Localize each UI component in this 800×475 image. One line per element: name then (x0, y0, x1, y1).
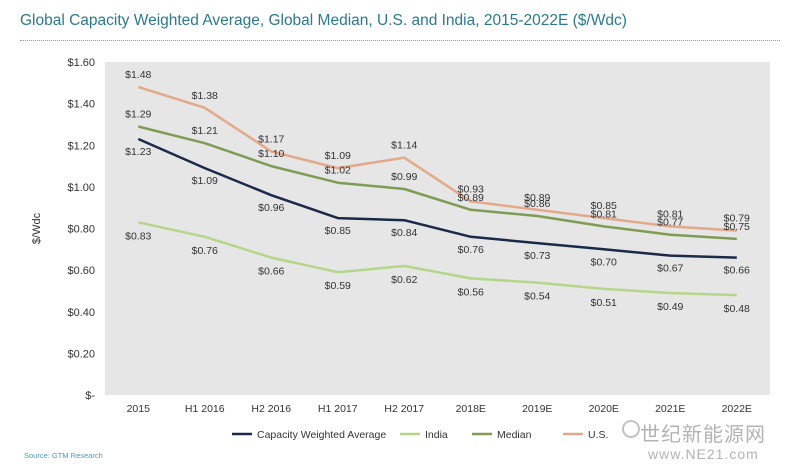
x-tick-label: 2018E (456, 403, 486, 415)
legend-label: Median (497, 429, 532, 441)
watermark-text: 世纪新能源网 (640, 424, 766, 446)
data-label: $0.76 (458, 244, 484, 256)
data-label: $0.59 (325, 280, 351, 292)
legend-label: Capacity Weighted Average (257, 429, 386, 441)
legend-label: India (425, 429, 448, 441)
data-label: $1.48 (125, 69, 151, 81)
series-line (137, 85, 737, 232)
y-tick-label: $0.20 (67, 348, 95, 360)
data-label: $0.89 (458, 192, 484, 204)
data-label: $0.56 (458, 286, 484, 298)
data-label: $0.81 (591, 208, 617, 220)
legend-item: Median (472, 429, 532, 441)
title-divider (20, 40, 780, 41)
data-label: $1.21 (192, 125, 218, 137)
watermark-logo-icon (622, 420, 640, 438)
data-label: $0.73 (524, 250, 550, 262)
data-label: $0.85 (591, 200, 617, 212)
data-labels: $1.23 $1.09 $0.96 $0.85 $0.84 $0.76 $0.73 $0.70… (125, 69, 750, 315)
y-tick-label: $0.40 (67, 307, 95, 319)
y-tick-label: $1.20 (67, 140, 95, 152)
x-tick-label: 2019E (522, 403, 552, 415)
y-tick-label: $0.80 (67, 224, 95, 236)
y-axis-title: $/Wdc (31, 212, 43, 244)
data-label: $0.66 (258, 266, 284, 278)
source-note: Source: GTM Research (24, 451, 103, 460)
x-axis-ticks: 2015 H1 2016 H2 2016 H1 2017 H2 2017 2018E 201… (127, 403, 752, 415)
series-line (137, 137, 737, 259)
data-label: $1.02 (325, 165, 351, 177)
series-lines (137, 85, 737, 297)
data-label: $0.83 (125, 230, 151, 242)
y-axis-ticks: $- $0.20 $0.40 $0.60 $0.80 $1.00 $1.20 $1.40 $1.… (67, 57, 95, 402)
data-label: $0.89 (524, 192, 550, 204)
data-label: $1.17 (258, 133, 284, 145)
data-label: $0.48 (724, 303, 750, 315)
data-label: $1.14 (391, 140, 417, 152)
data-label: $0.76 (192, 245, 218, 257)
y-tick-label: $1.60 (67, 57, 95, 69)
data-label: $0.99 (391, 171, 417, 183)
data-label: $0.96 (258, 202, 284, 214)
data-label: $1.09 (325, 150, 351, 162)
data-label: $0.93 (458, 183, 484, 195)
legend-item: India (400, 429, 448, 441)
data-label: $0.77 (657, 217, 683, 229)
data-label: $0.54 (524, 291, 550, 303)
series-line (138, 221, 737, 297)
data-label: $0.86 (524, 198, 550, 210)
data-label: $0.85 (325, 225, 351, 237)
x-tick-label: 2020E (589, 403, 619, 415)
y-tick-label: $0.60 (67, 265, 95, 277)
data-label: $0.51 (591, 297, 617, 309)
data-label: $0.81 (657, 208, 683, 220)
y-tick-label: $1.40 (67, 99, 95, 111)
data-label: $0.62 (391, 274, 417, 286)
x-tick-label: H2 2017 (384, 403, 424, 415)
data-label: $0.75 (724, 221, 750, 233)
x-tick-label: 2022E (722, 403, 752, 415)
data-label: $0.49 (657, 301, 683, 313)
data-label: $1.09 (192, 175, 218, 187)
y-tick-label: $- (85, 390, 95, 402)
watermark-url: www.NE21.com (648, 446, 759, 462)
data-label: $0.66 (724, 265, 750, 277)
data-label: $1.10 (258, 148, 284, 160)
data-label: $0.84 (391, 227, 417, 239)
y-tick-label: $1.00 (67, 182, 95, 194)
data-label: $1.38 (192, 90, 218, 102)
x-tick-label: H1 2016 (185, 403, 225, 415)
x-tick-label: 2021E (655, 403, 685, 415)
data-label: $0.67 (657, 263, 683, 275)
legend-label: U.S. (588, 429, 608, 441)
legend: Capacity Weighted Average India Median U.S. (232, 429, 608, 441)
legend-item: Capacity Weighted Average (232, 429, 386, 441)
data-label: $0.70 (591, 256, 617, 268)
x-tick-label: 2015 (127, 403, 151, 415)
data-label: $1.23 (125, 146, 151, 158)
series-line (137, 125, 737, 241)
data-label: $0.79 (724, 213, 750, 225)
x-tick-label: H1 2017 (318, 403, 358, 415)
chart-title: Global Capacity Weighted Average, Global… (20, 12, 627, 29)
data-label: $1.29 (125, 109, 151, 121)
x-tick-label: H2 2016 (251, 403, 291, 415)
legend-item: U.S. (563, 429, 608, 441)
